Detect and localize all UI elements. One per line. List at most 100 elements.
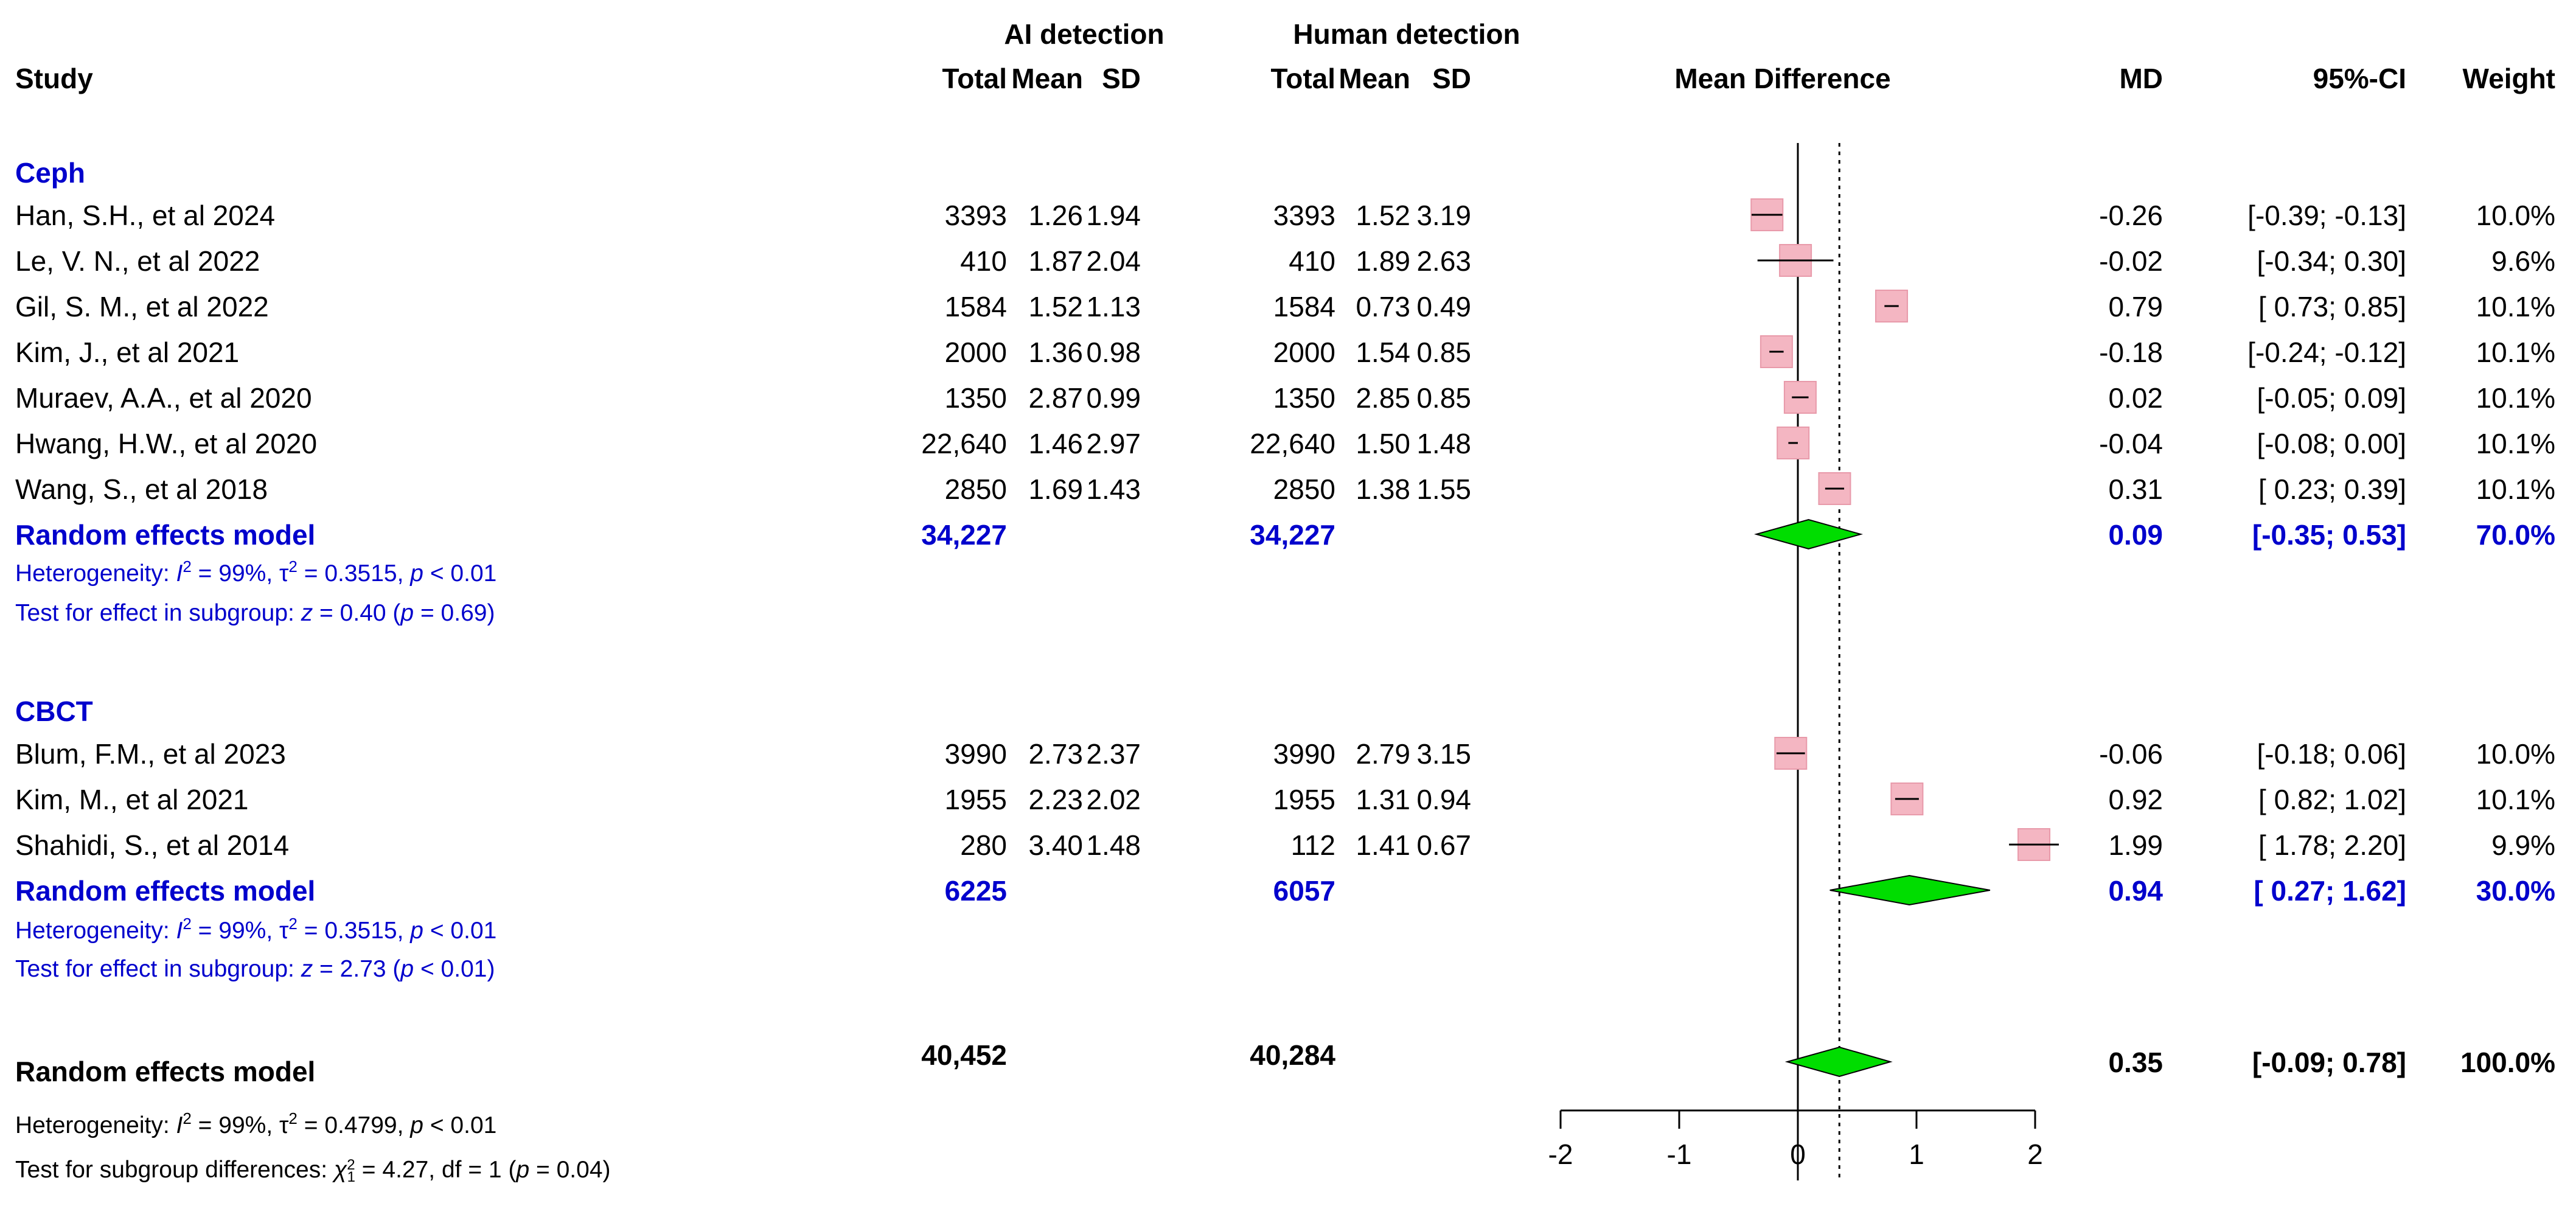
- weight-value: 10.0%: [2476, 738, 2555, 770]
- pooled-ai-total: 34,227: [921, 519, 1007, 551]
- header-human-detection: Human detection: [1293, 18, 1520, 50]
- x-axis-tick-label: 0: [1790, 1138, 1806, 1170]
- human-total: 1955: [1273, 784, 1335, 815]
- ci-value: [-0.39; -0.13]: [2247, 200, 2406, 231]
- human-mean: 1.52: [1356, 200, 1410, 231]
- header-human-total: Total: [1271, 63, 1335, 94]
- pooled-diamond: [1754, 518, 1864, 550]
- header-mean-difference: Mean Difference: [1674, 63, 1890, 94]
- ci-value: [ 1.78; 2.20]: [2258, 829, 2406, 861]
- pooled-weight-value: 30.0%: [2476, 875, 2555, 907]
- human-sd: 3.15: [1416, 738, 1471, 770]
- ai-sd: 0.98: [1086, 336, 1141, 368]
- human-mean: 0.73: [1356, 291, 1410, 322]
- study-label: Wang, S., et al 2018: [15, 473, 268, 505]
- header-human-sd: SD: [1432, 63, 1471, 94]
- pooled-human-total: 34,227: [1250, 519, 1335, 551]
- x-axis-tick-label: 1: [1909, 1138, 1924, 1170]
- overall-weight-value: 100.0%: [2460, 1047, 2555, 1078]
- header-ai-mean: Mean: [1011, 63, 1083, 94]
- ai-mean: 1.87: [1028, 245, 1083, 277]
- ai-mean: 3.40: [1028, 829, 1083, 861]
- subgroup-title: CBCT: [15, 695, 93, 727]
- ai-total: 1584: [945, 291, 1007, 322]
- human-mean: 1.50: [1356, 428, 1410, 459]
- ai-total: 2000: [945, 336, 1007, 368]
- human-total: 410: [1289, 245, 1335, 277]
- weight-value: 9.6%: [2491, 245, 2555, 277]
- human-sd: 0.85: [1416, 336, 1471, 368]
- ai-sd: 2.04: [1086, 245, 1141, 277]
- study-label: Le, V. N., et al 2022: [15, 245, 260, 277]
- subgroup-differences-test: Test for subgroup differences: χ2 1 = 4.2…: [15, 1157, 611, 1186]
- header-ai-total: Total: [942, 63, 1007, 94]
- ai-sd: 1.13: [1086, 291, 1141, 322]
- human-total: 2850: [1273, 473, 1335, 505]
- ai-total: 3990: [945, 738, 1007, 770]
- ai-total: 1350: [945, 382, 1007, 414]
- ai-mean: 1.26: [1028, 200, 1083, 231]
- header-study: Study: [15, 63, 93, 94]
- pooled-md-value: 0.09: [2108, 519, 2163, 551]
- ci-value: [ 0.73; 0.85]: [2258, 291, 2406, 322]
- pooled-weight-value: 70.0%: [2476, 519, 2555, 551]
- md-value: 0.92: [2108, 784, 2163, 815]
- ai-sd: 2.97: [1086, 428, 1141, 459]
- header-human-mean: Mean: [1338, 63, 1410, 94]
- overall-ai-total: 40,452: [921, 1039, 1007, 1071]
- ci-value: [ 0.23; 0.39]: [2258, 473, 2406, 505]
- weight-value: 10.1%: [2476, 428, 2555, 459]
- ai-mean: 1.36: [1028, 336, 1083, 368]
- ai-sd: 1.43: [1086, 473, 1141, 505]
- header-ci: 95%-CI: [2313, 63, 2406, 94]
- human-total: 22,640: [1250, 428, 1335, 459]
- human-sd: 1.55: [1416, 473, 1471, 505]
- pooled-label: Random effects model: [15, 875, 315, 907]
- md-value: 0.31: [2108, 473, 2163, 505]
- ai-mean: 2.87: [1028, 382, 1083, 414]
- x-axis-tick-label: -2: [1548, 1138, 1573, 1170]
- human-total: 1350: [1273, 382, 1335, 414]
- pooled-ci-value: [-0.35; 0.53]: [2252, 519, 2406, 551]
- overall-label: Random effects model: [15, 1056, 315, 1087]
- x-axis-tick-label: 2: [2027, 1138, 2043, 1170]
- human-sd: 2.63: [1416, 245, 1471, 277]
- md-value: -0.26: [2099, 200, 2163, 231]
- human-total: 112: [1291, 829, 1335, 861]
- human-total: 2000: [1273, 336, 1335, 368]
- ci-value: [-0.34; 0.30]: [2257, 245, 2407, 277]
- ai-mean: 1.69: [1028, 473, 1083, 505]
- ci-value: [-0.05; 0.09]: [2257, 382, 2407, 414]
- ai-sd: 1.94: [1086, 200, 1141, 231]
- ai-total: 410: [960, 245, 1007, 277]
- pooled-diamond: [1829, 874, 1991, 906]
- human-mean: 2.79: [1356, 738, 1410, 770]
- md-value: -0.06: [2099, 738, 2163, 770]
- human-sd: 0.67: [1416, 829, 1471, 861]
- weight-value: 10.0%: [2476, 200, 2555, 231]
- human-sd: 0.94: [1416, 784, 1471, 815]
- ai-mean: 2.73: [1028, 738, 1083, 770]
- ai-total: 3393: [945, 200, 1007, 231]
- ai-mean: 1.52: [1028, 291, 1083, 322]
- x-axis-tick-label: -1: [1667, 1138, 1692, 1170]
- md-value: 1.99: [2108, 829, 2163, 861]
- human-mean: 1.38: [1356, 473, 1410, 505]
- subgroup-effect-test: Test for effect in subgroup: z = 0.40 (p…: [15, 600, 495, 626]
- pooled-label: Random effects model: [15, 519, 315, 551]
- weight-value: 10.1%: [2476, 291, 2555, 322]
- human-mean: 1.54: [1356, 336, 1410, 368]
- ai-sd: 2.02: [1086, 784, 1141, 815]
- md-value: 0.02: [2108, 382, 2163, 414]
- header-md: MD: [2119, 63, 2163, 94]
- subgroup-title: Ceph: [15, 157, 85, 189]
- study-label: Kim, J., et al 2021: [15, 336, 239, 368]
- human-total: 3393: [1273, 200, 1335, 231]
- pooled-human-total: 6057: [1273, 875, 1335, 907]
- study-square-marker: [1760, 335, 1793, 368]
- study-label: Gil, S. M., et al 2022: [15, 291, 269, 322]
- study-label: Shahidi, S., et al 2014: [15, 829, 289, 861]
- overall-human-total: 40,284: [1250, 1039, 1335, 1071]
- pooled-ai-total: 6225: [945, 875, 1007, 907]
- header-ai-detection: AI detection: [1004, 18, 1164, 50]
